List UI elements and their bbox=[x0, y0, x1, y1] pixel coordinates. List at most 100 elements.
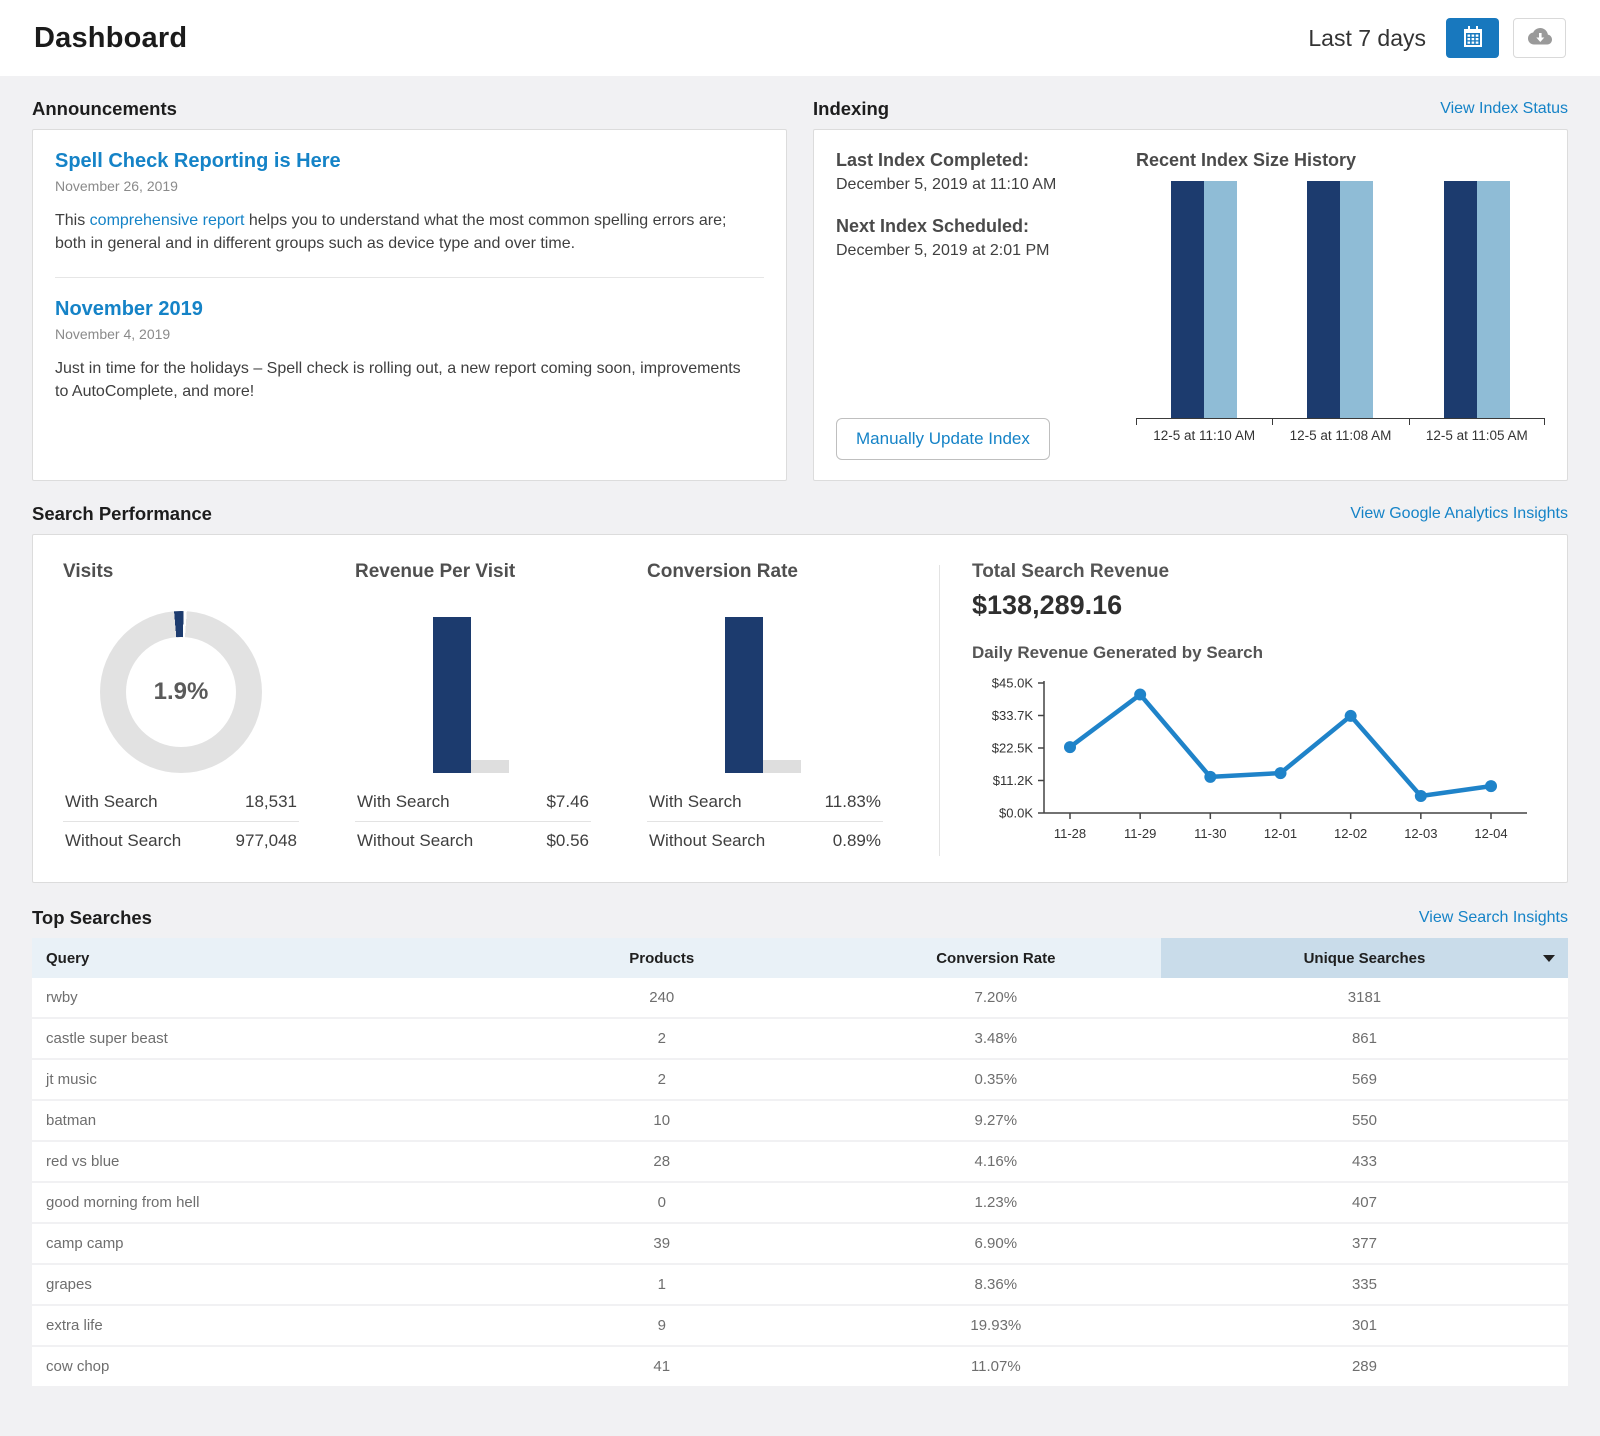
conversion-rate-cell: 1.23% bbox=[831, 1194, 1161, 1211]
unique-searches-cell: 861 bbox=[1161, 1030, 1568, 1047]
table-body: rwby2407.20%3181 castle super beast 2 3.48%… bbox=[32, 978, 1568, 1388]
svg-text:11-30: 11-30 bbox=[1194, 826, 1226, 841]
index-size-dark-bar bbox=[1307, 181, 1340, 418]
conversion-rate-cell: 3.48% bbox=[831, 1030, 1161, 1047]
export-button[interactable] bbox=[1513, 18, 1566, 58]
total-search-revenue-value: $138,289.16 bbox=[972, 590, 1537, 621]
indexing-card: Last Index Completed: December 5, 2019 a… bbox=[813, 129, 1568, 481]
column-header-unique-searches[interactable]: Unique Searches bbox=[1161, 938, 1568, 978]
index-size-light-bar bbox=[1477, 181, 1510, 418]
query-cell: cow chop bbox=[32, 1358, 493, 1375]
index-history-labels: 12-5 at 11:10 AM12-5 at 11:08 AM12-5 at … bbox=[1136, 428, 1545, 443]
conversion-rate-cell: 11.07% bbox=[831, 1358, 1161, 1375]
announcements-section: Announcements Spell Check Reporting is H… bbox=[32, 82, 787, 481]
top-searches-section: Top Searches View Search Insights Query … bbox=[32, 907, 1568, 1388]
announcement-divider bbox=[55, 277, 764, 278]
conversion-rate-cell: 0.35% bbox=[831, 1071, 1161, 1088]
daily-revenue-chart-title: Daily Revenue Generated by Search bbox=[972, 643, 1537, 663]
daily-revenue-line-chart: $45.0K$33.7K$22.5K$11.2K$0.0K11-2811-291… bbox=[972, 671, 1532, 849]
page-title: Dashboard bbox=[34, 22, 187, 55]
svg-text:12-04: 12-04 bbox=[1474, 826, 1507, 841]
announcements-card: Spell Check Reporting is Here November 2… bbox=[32, 129, 787, 481]
unique-searches-cell: 377 bbox=[1161, 1235, 1568, 1252]
announcement-title-link[interactable]: November 2019 bbox=[55, 298, 203, 321]
announcement-date: November 4, 2019 bbox=[55, 326, 764, 342]
products-cell: 39 bbox=[493, 1235, 831, 1252]
indexing-section: Indexing View Index Status Last Index Co… bbox=[813, 82, 1568, 481]
svg-text:12-02: 12-02 bbox=[1334, 826, 1367, 841]
search-performance-card: Visits 1.9% With Search 18,531 bbox=[32, 534, 1568, 883]
view-google-analytics-insights-link[interactable]: View Google Analytics Insights bbox=[1350, 505, 1568, 523]
announcement-body: This comprehensive report helps you to u… bbox=[55, 210, 745, 255]
axis-tick bbox=[1136, 418, 1137, 425]
products-cell: 41 bbox=[493, 1358, 831, 1375]
axis-tick bbox=[1272, 418, 1273, 425]
index-size-dark-bar bbox=[1171, 181, 1204, 418]
total-search-revenue-label: Total Search Revenue bbox=[972, 561, 1537, 583]
unique-searches-cell: 569 bbox=[1161, 1071, 1568, 1088]
manually-update-index-button[interactable]: Manually Update Index bbox=[836, 418, 1050, 460]
column-header-conversion-rate[interactable]: Conversion Rate bbox=[831, 950, 1161, 967]
conversion-rate-cell: 8.36% bbox=[831, 1276, 1161, 1293]
unique-searches-cell: 407 bbox=[1161, 1194, 1568, 1211]
revenue-per-visit-metric: Revenue Per Visit With Search $7.46 With… bbox=[355, 561, 591, 860]
index-history-bars bbox=[1136, 181, 1545, 419]
svg-text:12-01: 12-01 bbox=[1264, 826, 1297, 841]
metric-row: Without Search 977,048 bbox=[63, 821, 299, 860]
conversion-rate-cell: 9.27% bbox=[831, 1112, 1161, 1129]
axis-tick bbox=[1409, 418, 1410, 425]
visits-metric: Visits 1.9% With Search 18,531 bbox=[63, 561, 299, 860]
unique-searches-cell: 289 bbox=[1161, 1358, 1568, 1375]
announcement-title-link[interactable]: Spell Check Reporting is Here bbox=[55, 150, 341, 173]
revenue-per-visit-title: Revenue Per Visit bbox=[355, 561, 591, 583]
without-search-bar bbox=[471, 760, 509, 773]
query-cell: camp camp bbox=[32, 1235, 493, 1252]
products-cell: 1 bbox=[493, 1276, 831, 1293]
sort-desc-icon bbox=[1543, 955, 1555, 962]
view-search-insights-link[interactable]: View Search Insights bbox=[1419, 909, 1568, 927]
axis-tick bbox=[1544, 418, 1545, 425]
svg-text:12-03: 12-03 bbox=[1404, 826, 1437, 841]
last-index-label: Last Index Completed: bbox=[836, 150, 1108, 171]
view-index-status-link[interactable]: View Index Status bbox=[1440, 100, 1568, 118]
index-bar-group bbox=[1272, 181, 1408, 418]
date-range-label: Last 7 days bbox=[1308, 25, 1426, 52]
index-bar-label: 12-5 at 11:10 AM bbox=[1136, 428, 1272, 443]
index-bar-group bbox=[1136, 181, 1272, 418]
svg-text:$11.2K: $11.2K bbox=[993, 773, 1034, 788]
top-searches-title: Top Searches bbox=[32, 907, 152, 929]
query-cell: grapes bbox=[32, 1276, 493, 1293]
products-cell: 2 bbox=[493, 1071, 831, 1088]
with-search-bar bbox=[725, 617, 763, 773]
conversion-rate-cell: 19.93% bbox=[831, 1317, 1161, 1334]
visits-donut: 1.9% bbox=[100, 611, 262, 773]
column-header-products[interactable]: Products bbox=[493, 950, 831, 967]
announcements-title: Announcements bbox=[32, 98, 177, 120]
svg-text:$33.7K: $33.7K bbox=[992, 708, 1034, 723]
table-row: batman109.27%550 bbox=[32, 1101, 1568, 1142]
table-header-row: Query Products Conversion Rate Unique Se… bbox=[32, 938, 1568, 978]
index-bar-label: 12-5 at 11:08 AM bbox=[1272, 428, 1408, 443]
query-cell: red vs blue bbox=[32, 1153, 493, 1170]
query-cell: good morning from hell bbox=[32, 1194, 493, 1211]
conversion-rate-cell: 7.20% bbox=[831, 989, 1161, 1006]
table-row: extra life919.93%301 bbox=[32, 1306, 1568, 1347]
query-cell: batman bbox=[32, 1112, 493, 1129]
unique-searches-cell: 433 bbox=[1161, 1153, 1568, 1170]
column-header-query[interactable]: Query bbox=[32, 950, 493, 967]
search-performance-title: Search Performance bbox=[32, 503, 212, 525]
table-row: grapes18.36%335 bbox=[32, 1265, 1568, 1306]
metric-row: With Search 18,531 bbox=[63, 783, 299, 821]
unique-searches-cell: 335 bbox=[1161, 1276, 1568, 1293]
conversion-rate-cell: 4.16% bbox=[831, 1153, 1161, 1170]
visits-donut-label: 1.9% bbox=[154, 678, 209, 706]
cloud-download-icon bbox=[1527, 26, 1553, 51]
svg-text:$22.5K: $22.5K bbox=[992, 741, 1034, 756]
query-cell: castle super beast bbox=[32, 1030, 493, 1047]
conversion-rate-metric: Conversion Rate With Search 11.83% Witho… bbox=[647, 561, 883, 860]
calendar-button[interactable] bbox=[1446, 18, 1499, 58]
comprehensive-report-link[interactable]: comprehensive report bbox=[90, 212, 245, 229]
products-cell: 0 bbox=[493, 1194, 831, 1211]
table-row: rwby2407.20%3181 bbox=[32, 978, 1568, 1019]
index-bar-label: 12-5 at 11:05 AM bbox=[1409, 428, 1545, 443]
